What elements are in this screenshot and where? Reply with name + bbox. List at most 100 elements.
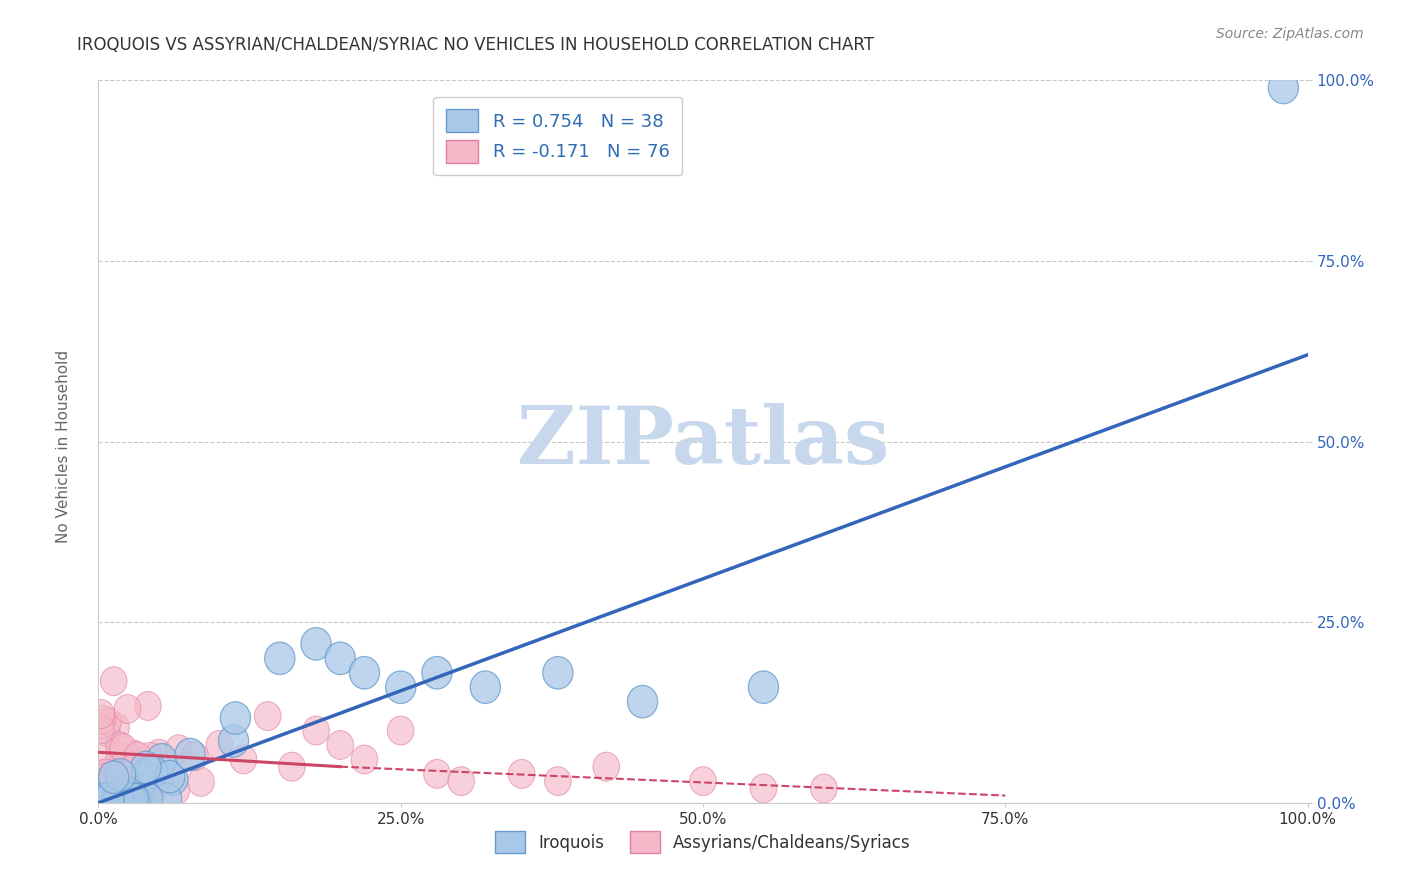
Ellipse shape xyxy=(90,785,117,814)
Ellipse shape xyxy=(146,739,173,768)
Ellipse shape xyxy=(90,765,115,795)
Ellipse shape xyxy=(101,783,132,815)
Ellipse shape xyxy=(470,671,501,704)
Ellipse shape xyxy=(94,775,120,804)
Ellipse shape xyxy=(422,657,453,689)
Text: No Vehicles in Household: No Vehicles in Household xyxy=(56,350,70,542)
Ellipse shape xyxy=(103,770,129,798)
Ellipse shape xyxy=(811,774,837,803)
Ellipse shape xyxy=(132,783,163,815)
Ellipse shape xyxy=(449,767,474,796)
Ellipse shape xyxy=(89,706,115,734)
Ellipse shape xyxy=(94,707,121,736)
Ellipse shape xyxy=(163,776,190,805)
Ellipse shape xyxy=(207,731,232,759)
Ellipse shape xyxy=(1268,71,1299,103)
Ellipse shape xyxy=(104,783,135,815)
Ellipse shape xyxy=(108,759,135,789)
Ellipse shape xyxy=(349,657,380,689)
Ellipse shape xyxy=(103,713,129,742)
Ellipse shape xyxy=(155,760,186,793)
Ellipse shape xyxy=(89,699,114,729)
Ellipse shape xyxy=(104,771,131,800)
Ellipse shape xyxy=(87,775,114,805)
Ellipse shape xyxy=(105,758,135,791)
Ellipse shape xyxy=(121,753,148,782)
Ellipse shape xyxy=(690,767,716,796)
Ellipse shape xyxy=(122,775,148,804)
Ellipse shape xyxy=(100,666,127,696)
Ellipse shape xyxy=(509,759,534,789)
Ellipse shape xyxy=(127,775,156,808)
Ellipse shape xyxy=(87,714,114,744)
Ellipse shape xyxy=(325,642,356,674)
Ellipse shape xyxy=(90,783,120,815)
Ellipse shape xyxy=(97,783,128,815)
Ellipse shape xyxy=(121,740,146,769)
Ellipse shape xyxy=(87,785,114,814)
Ellipse shape xyxy=(91,780,118,809)
Ellipse shape xyxy=(118,783,149,815)
Ellipse shape xyxy=(115,783,146,815)
Ellipse shape xyxy=(136,742,163,772)
Ellipse shape xyxy=(254,702,281,731)
Ellipse shape xyxy=(543,657,574,689)
Ellipse shape xyxy=(105,742,132,772)
Ellipse shape xyxy=(146,744,177,776)
Ellipse shape xyxy=(93,763,118,792)
Legend: Iroquois, Assyrians/Chaldeans/Syriacs: Iroquois, Assyrians/Chaldeans/Syriacs xyxy=(489,825,917,860)
Text: ZIPatlas: ZIPatlas xyxy=(517,402,889,481)
Ellipse shape xyxy=(124,742,150,771)
Ellipse shape xyxy=(93,785,120,814)
Ellipse shape xyxy=(221,702,250,734)
Ellipse shape xyxy=(152,783,181,815)
Ellipse shape xyxy=(94,783,124,815)
Ellipse shape xyxy=(87,773,114,802)
Ellipse shape xyxy=(90,738,117,767)
Ellipse shape xyxy=(264,642,295,674)
Ellipse shape xyxy=(388,716,413,745)
Ellipse shape xyxy=(385,671,416,704)
Ellipse shape xyxy=(98,761,129,793)
Ellipse shape xyxy=(87,785,114,814)
Ellipse shape xyxy=(90,785,117,814)
Ellipse shape xyxy=(101,777,128,805)
Ellipse shape xyxy=(90,783,120,815)
Ellipse shape xyxy=(101,764,128,793)
Ellipse shape xyxy=(110,780,136,809)
Ellipse shape xyxy=(352,745,378,774)
Ellipse shape xyxy=(181,741,208,771)
Ellipse shape xyxy=(90,768,117,797)
Ellipse shape xyxy=(118,775,145,805)
Ellipse shape xyxy=(94,718,121,747)
Ellipse shape xyxy=(544,767,571,796)
Ellipse shape xyxy=(218,724,249,757)
Ellipse shape xyxy=(751,774,776,803)
Ellipse shape xyxy=(188,767,214,797)
Ellipse shape xyxy=(593,752,620,781)
Ellipse shape xyxy=(104,783,134,815)
Ellipse shape xyxy=(110,733,136,763)
Ellipse shape xyxy=(90,783,120,815)
Ellipse shape xyxy=(93,769,120,797)
Ellipse shape xyxy=(107,776,134,805)
Ellipse shape xyxy=(118,783,149,815)
Ellipse shape xyxy=(98,782,125,811)
Ellipse shape xyxy=(103,782,134,814)
Ellipse shape xyxy=(91,759,117,789)
Ellipse shape xyxy=(135,691,162,721)
Ellipse shape xyxy=(93,772,120,800)
Ellipse shape xyxy=(231,745,257,774)
Ellipse shape xyxy=(148,764,174,793)
Ellipse shape xyxy=(91,783,122,815)
Ellipse shape xyxy=(627,685,658,718)
Ellipse shape xyxy=(132,758,162,790)
Ellipse shape xyxy=(97,785,124,814)
Ellipse shape xyxy=(125,782,152,811)
Ellipse shape xyxy=(120,783,150,815)
Ellipse shape xyxy=(87,774,114,804)
Ellipse shape xyxy=(135,785,162,814)
Ellipse shape xyxy=(100,785,125,814)
Ellipse shape xyxy=(87,785,114,814)
Ellipse shape xyxy=(138,756,167,788)
